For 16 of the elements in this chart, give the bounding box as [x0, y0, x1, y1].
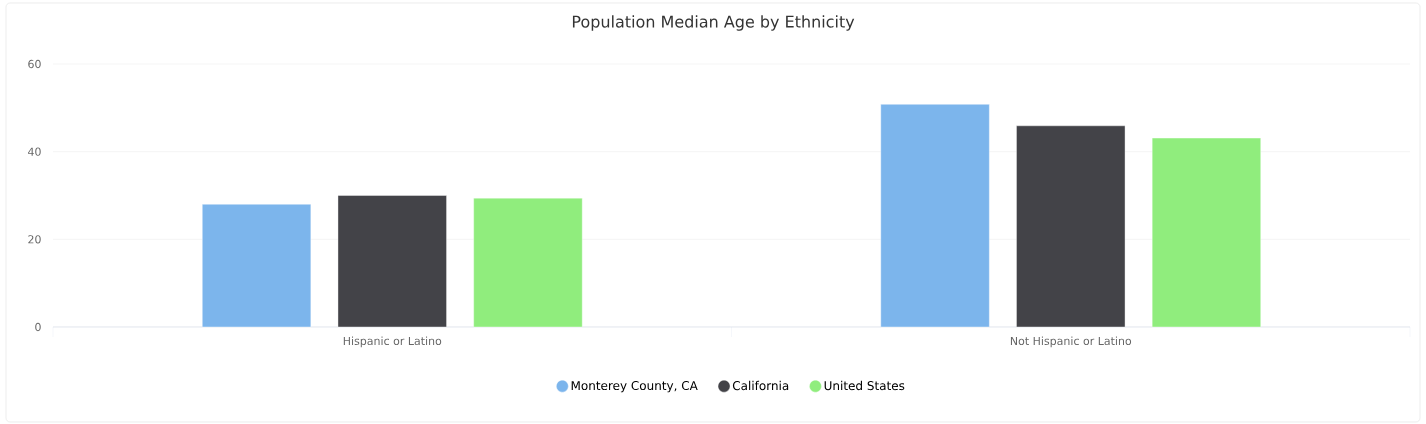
x-tick-label: Hispanic or Latino — [343, 336, 442, 348]
legend-label: California — [732, 380, 789, 391]
bar — [202, 204, 312, 328]
bar — [1016, 125, 1126, 328]
y-tick-label: 0 — [35, 322, 41, 332]
legend-label: United States — [824, 380, 905, 391]
chart-title: Population Median Age by Ethnicity — [572, 15, 855, 31]
y-tick-label: 60 — [28, 59, 41, 69]
bar — [473, 197, 583, 328]
y-tick-label: 40 — [28, 147, 41, 156]
y-tick-label: 20 — [28, 235, 41, 244]
bar — [337, 195, 447, 328]
x-tick-label: Not Hispanic or Latino — [1010, 336, 1132, 348]
bar — [880, 104, 990, 328]
legend-label: Monterey County, CA — [571, 380, 698, 393]
bar — [1151, 137, 1261, 328]
